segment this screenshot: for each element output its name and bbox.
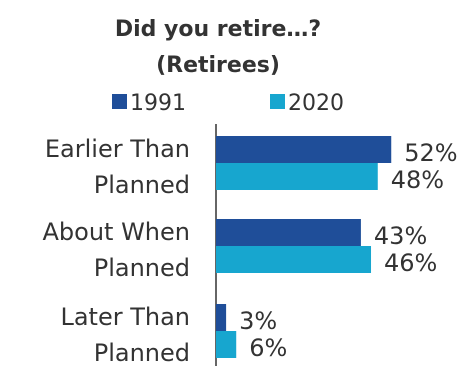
legend: 1991 2020 [112, 91, 344, 116]
chart-title: Did you retire…? (Retirees) [115, 17, 321, 78]
legend-label-1991: 1991 [130, 91, 186, 116]
plot-area: Earlier Than Planned 52%48% About When Plann… [42, 124, 458, 367]
category-label: Planned [94, 254, 190, 282]
bar-1991 [216, 219, 361, 246]
data-label-1991: 43% [374, 222, 427, 250]
category-label: Planned [94, 339, 190, 366]
data-label-1991: 3% [239, 307, 277, 335]
bar-1991 [216, 304, 227, 331]
legend-swatch-1991 [112, 94, 127, 109]
bar-2020 [216, 331, 237, 358]
category-label: About When [42, 218, 190, 246]
chart-title-line-1: Did you retire…? [115, 17, 321, 42]
bar-2020 [216, 163, 378, 190]
bar-1991 [216, 136, 392, 163]
data-label-2020: 46% [384, 249, 437, 277]
legend-swatch-2020 [270, 94, 285, 109]
data-label-2020: 6% [249, 334, 287, 362]
legend-label-2020: 2020 [288, 91, 344, 116]
category-label: Earlier Than [45, 135, 190, 163]
category-label: Later Than [60, 303, 190, 331]
bar-2020 [216, 246, 372, 273]
data-label-2020: 48% [391, 166, 444, 194]
chart-title-line-2: (Retirees) [156, 53, 280, 78]
data-label-1991: 52% [404, 139, 457, 167]
category-label: Planned [94, 171, 190, 199]
